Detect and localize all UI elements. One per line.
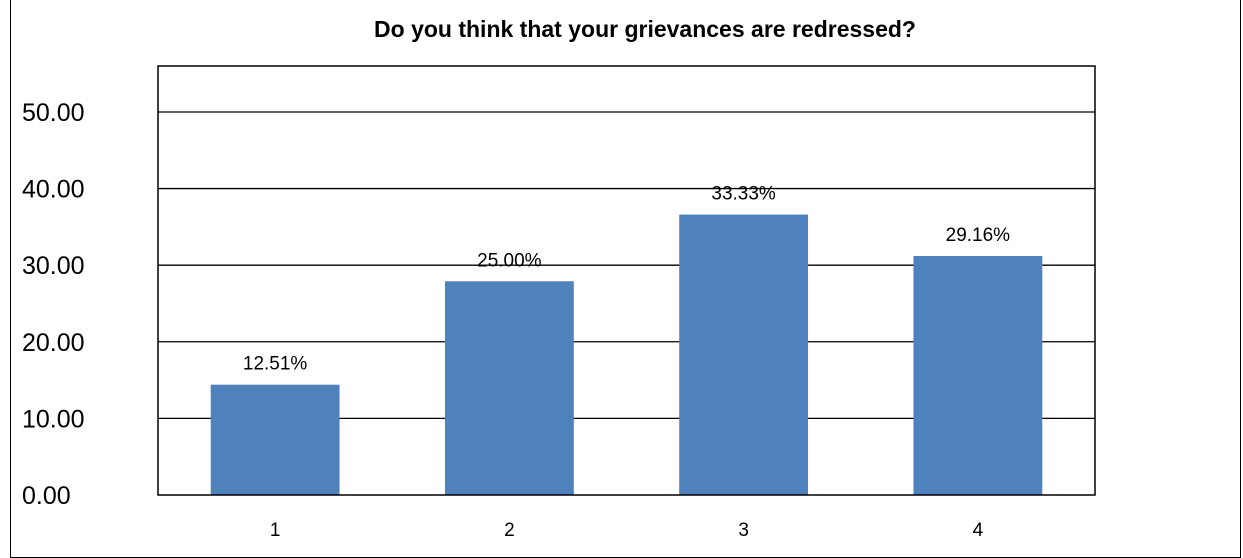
plot-area-border <box>157 65 1096 496</box>
y-tick-label: 40.00 <box>22 176 85 204</box>
chart-title: Do you think that your grievances are re… <box>374 16 916 42</box>
data-labels: 12.51% 25.00% 33.33% 29.16% <box>243 184 1010 375</box>
x-tick-label: 4 <box>973 520 984 541</box>
bar-chart: 0.00 10.00 20.00 30.00 40.00 50.00 1 2 3 4 12.51… <box>22 65 1096 541</box>
x-tick-label: 3 <box>738 520 749 541</box>
y-tick-label: 0.00 <box>22 482 71 510</box>
y-tick-label: 30.00 <box>22 252 85 280</box>
x-tick-label: 1 <box>270 520 281 541</box>
y-tick-label: 20.00 <box>22 329 85 357</box>
bars <box>210 214 1043 495</box>
data-label: 12.51% <box>243 354 308 375</box>
data-label: 29.16% <box>946 225 1011 246</box>
bar <box>210 384 340 495</box>
y-axis-tick-labels: 0.00 10.00 20.00 30.00 40.00 50.00 <box>22 99 85 510</box>
bar <box>444 281 574 495</box>
bar <box>913 255 1043 495</box>
bar <box>679 214 809 495</box>
y-tick-label: 50.00 <box>22 99 85 127</box>
data-label: 33.33% <box>711 184 776 205</box>
x-axis-tick-labels: 1 2 3 4 <box>270 520 984 541</box>
y-tick-label: 10.00 <box>22 405 85 433</box>
data-label: 25.00% <box>477 250 542 271</box>
x-tick-label: 2 <box>504 520 515 541</box>
